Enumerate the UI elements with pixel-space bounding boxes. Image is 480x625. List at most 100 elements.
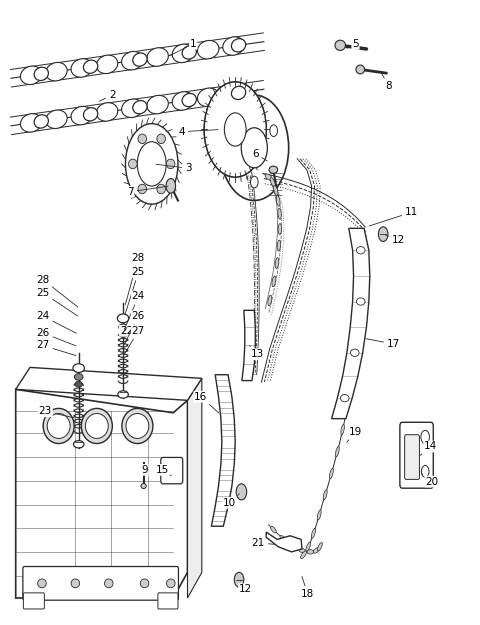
Polygon shape <box>242 310 255 381</box>
Ellipse shape <box>272 276 276 287</box>
Polygon shape <box>16 389 188 598</box>
Polygon shape <box>211 375 235 526</box>
Ellipse shape <box>118 391 128 398</box>
Text: 17: 17 <box>366 339 400 349</box>
Text: 23: 23 <box>39 406 75 418</box>
Ellipse shape <box>166 159 175 169</box>
Ellipse shape <box>317 510 321 520</box>
Circle shape <box>251 176 258 188</box>
Text: 24: 24 <box>36 311 76 333</box>
Ellipse shape <box>231 86 246 99</box>
Text: 8: 8 <box>381 72 392 91</box>
Polygon shape <box>188 378 202 598</box>
Ellipse shape <box>313 548 320 553</box>
Ellipse shape <box>138 134 146 144</box>
Circle shape <box>220 95 288 201</box>
Text: 15: 15 <box>156 465 171 476</box>
Text: 20: 20 <box>421 474 438 487</box>
Ellipse shape <box>323 490 327 500</box>
Polygon shape <box>16 368 202 401</box>
FancyBboxPatch shape <box>24 593 44 609</box>
Ellipse shape <box>126 414 149 438</box>
Text: 1: 1 <box>171 39 196 55</box>
Text: 27: 27 <box>124 326 145 354</box>
Ellipse shape <box>34 68 48 81</box>
Ellipse shape <box>306 542 311 551</box>
Ellipse shape <box>280 536 286 542</box>
Ellipse shape <box>81 408 112 444</box>
Ellipse shape <box>329 468 333 479</box>
Text: 4: 4 <box>178 127 218 137</box>
Circle shape <box>204 82 266 177</box>
Ellipse shape <box>73 441 84 448</box>
Polygon shape <box>266 532 302 552</box>
Text: 22: 22 <box>120 326 133 342</box>
Ellipse shape <box>122 408 153 444</box>
Text: 2: 2 <box>99 90 115 101</box>
Ellipse shape <box>318 542 323 551</box>
Ellipse shape <box>140 579 149 587</box>
Ellipse shape <box>271 526 276 533</box>
Ellipse shape <box>182 46 196 59</box>
Ellipse shape <box>350 349 359 356</box>
Ellipse shape <box>223 37 244 55</box>
Ellipse shape <box>167 579 175 587</box>
Ellipse shape <box>147 48 168 66</box>
Ellipse shape <box>133 101 147 114</box>
Ellipse shape <box>147 96 168 114</box>
Ellipse shape <box>277 240 281 251</box>
Ellipse shape <box>138 184 146 194</box>
Ellipse shape <box>278 224 282 234</box>
Ellipse shape <box>84 107 98 121</box>
Ellipse shape <box>172 92 193 110</box>
Ellipse shape <box>73 364 84 372</box>
Circle shape <box>270 125 277 136</box>
Circle shape <box>166 179 176 193</box>
Text: 28: 28 <box>36 274 78 307</box>
Ellipse shape <box>157 134 166 144</box>
Circle shape <box>421 431 430 444</box>
Ellipse shape <box>197 88 219 106</box>
FancyBboxPatch shape <box>158 593 178 609</box>
Ellipse shape <box>133 53 147 66</box>
Text: 14: 14 <box>420 441 437 455</box>
Ellipse shape <box>336 446 339 457</box>
Ellipse shape <box>121 51 143 70</box>
Circle shape <box>236 484 247 500</box>
Ellipse shape <box>47 414 70 438</box>
Circle shape <box>421 466 429 478</box>
Ellipse shape <box>231 39 246 52</box>
Ellipse shape <box>121 99 143 118</box>
Ellipse shape <box>71 106 93 125</box>
FancyBboxPatch shape <box>23 566 179 600</box>
Ellipse shape <box>46 110 67 129</box>
FancyBboxPatch shape <box>161 458 183 484</box>
Ellipse shape <box>270 177 275 187</box>
Ellipse shape <box>119 324 127 331</box>
Circle shape <box>231 125 239 136</box>
Ellipse shape <box>105 579 113 587</box>
Ellipse shape <box>307 549 314 554</box>
Ellipse shape <box>37 579 46 587</box>
Ellipse shape <box>357 247 365 254</box>
Ellipse shape <box>335 40 346 51</box>
Circle shape <box>234 572 244 587</box>
Ellipse shape <box>312 528 315 538</box>
Ellipse shape <box>96 55 118 74</box>
Circle shape <box>378 227 388 241</box>
Ellipse shape <box>75 381 83 387</box>
Ellipse shape <box>340 394 349 402</box>
Text: 24: 24 <box>124 291 145 330</box>
Text: 27: 27 <box>36 341 76 356</box>
Polygon shape <box>332 228 370 419</box>
Ellipse shape <box>21 66 42 84</box>
Ellipse shape <box>182 93 196 107</box>
Text: 28: 28 <box>125 253 145 305</box>
Circle shape <box>224 113 246 146</box>
Ellipse shape <box>141 483 146 489</box>
Ellipse shape <box>278 208 281 219</box>
Ellipse shape <box>269 166 278 173</box>
Text: 26: 26 <box>124 311 145 344</box>
Text: 16: 16 <box>194 392 219 413</box>
Text: 26: 26 <box>36 328 76 346</box>
